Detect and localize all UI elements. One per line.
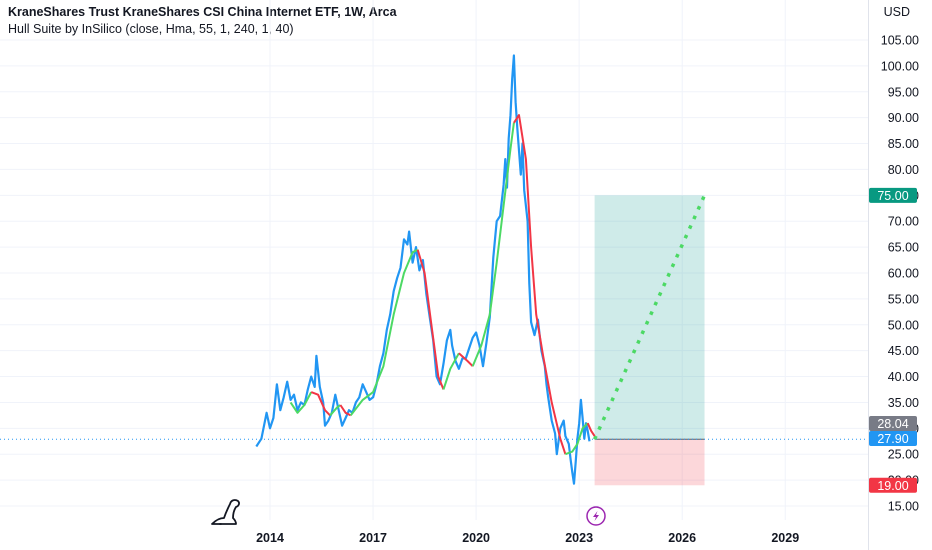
hull-segment-down [586,422,596,437]
y-tick-label: 45.00 [888,344,919,358]
hull-segment-down [310,391,331,417]
target-price-badge-label: 75.00 [877,189,908,203]
y-tick-label: 105.00 [881,33,919,47]
y-tick-label: 50.00 [888,318,919,332]
last-price-badge-label: 27.90 [877,432,908,446]
logo-dino-icon [211,499,240,525]
y-tick-label: 35.00 [888,396,919,410]
y-tick-label: 90.00 [888,111,919,125]
last-price-badge [869,431,917,446]
hull-segment-up [442,352,460,390]
y-tick-label: 15.00 [888,500,919,514]
hull-segment-down [458,352,474,367]
hull-segment-up [289,391,313,414]
y-tick-label: 40.00 [888,370,919,384]
y-tick-label: 25.00 [888,448,919,462]
y-tick-label: 55.00 [888,292,919,306]
x-tick-label: 2014 [256,531,284,545]
x-tick-label: 2029 [771,531,799,545]
x-tick-label: 2020 [462,531,490,545]
x-tick-label: 2026 [668,531,696,545]
y-tick-label: 60.00 [888,266,919,280]
stop-price-badge [869,477,917,493]
hull-segment-down [339,404,352,417]
currency-label: USD [883,5,910,19]
target-price-badge [869,187,917,203]
profit-zone [594,195,705,440]
loss-zone [594,439,705,486]
y-tick-label: 95.00 [888,85,919,99]
y-tick-label: 80.00 [888,163,919,177]
price-series-line [255,54,591,485]
hull-segment-up [471,122,515,367]
x-tick-label: 2017 [359,531,387,545]
lightning-event-icon [586,506,606,526]
y-tick-label: 70.00 [888,215,919,229]
hull-segment-down [513,114,567,455]
lightning-bolt [593,511,599,521]
hull-segment-down [416,249,445,390]
hull-segment-up [349,248,419,417]
stop-price-badge-label: 19.00 [877,479,908,493]
prev-close-badge [869,416,917,431]
hull-segment-up [329,404,342,417]
x-tick-label: 2023 [565,531,593,545]
y-tick-label: 100.00 [881,59,919,73]
indicator-legend: Hull Suite by InSilico (close, Hma, 55, … [8,22,294,36]
y-tick-label: 65.00 [888,241,919,255]
y-tick-label: 85.00 [888,137,919,151]
hull-segment-up [565,422,589,456]
prev-close-badge-label: 28.04 [877,417,908,431]
dino-body [211,499,240,525]
projection-line [593,194,707,440]
chart-title: KraneShares Trust KraneShares CSI China … [8,5,397,19]
